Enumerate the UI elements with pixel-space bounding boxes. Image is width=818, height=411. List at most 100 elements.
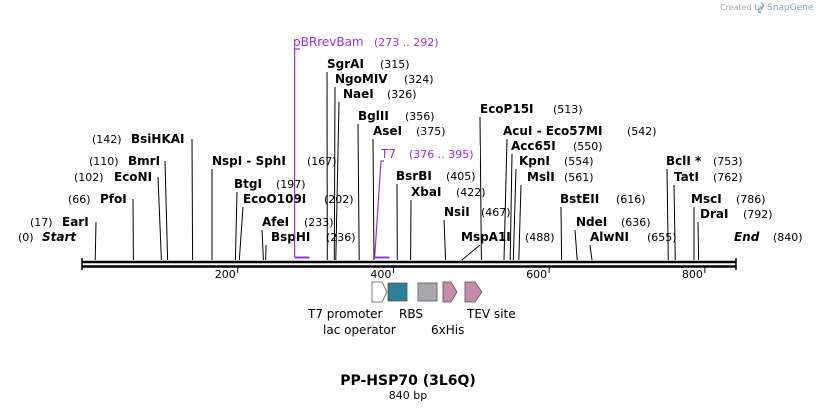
enzyme-eari[interactable]: EarI (17) [30,215,89,229]
end-position: (840) [773,231,803,244]
primer-pbrrevbam-leader [294,48,300,257]
enzyme-ndei[interactable]: NdeI (636) [576,215,651,229]
feature-lac-operator[interactable] [387,282,408,302]
enzyme-bsihkai[interactable]: BsiHKAI (142) [92,132,185,146]
enzyme-name-pfoi: PfoI [100,192,127,206]
feature-6xhis[interactable] [442,281,458,303]
enzyme-name-bcli: BclI * [666,154,702,168]
feature-label-tev-site: TEV site [466,307,516,321]
enzyme-position-sgrai: (315) [380,58,410,71]
enzyme-bsphi[interactable]: BspHI (236) [271,230,356,244]
enzyme-drai[interactable]: DraI (792) [700,207,773,221]
tev-site-arrow-icon [464,281,483,303]
enzyme-econi[interactable]: EcoNI (102) [74,170,152,184]
enzyme-ecoo109i[interactable]: EcoO109I (202) [243,192,354,206]
enzyme-bsrbi[interactable]: BsrBI (405) [396,169,476,183]
enzyme-line-ngomiv [333,86,336,261]
enzyme-line-econi [157,176,162,261]
lac-operator-box-icon [387,282,408,302]
enzyme-msci[interactable]: MscI (786) [691,192,766,206]
primer-pbrrevbam-name: pBRrevBam [293,35,364,49]
primer-t7[interactable]: T7 (376 .. 395) [374,145,480,259]
enzyme-asei[interactable]: AseI (375) [373,124,446,138]
t7-promoter-arrow-icon [371,281,388,303]
enzyme-position-tati: (762) [713,171,743,184]
enzyme-tati[interactable]: TatI (762) [674,170,743,184]
enzyme-bglii[interactable]: BglII (356) [358,109,435,123]
enzyme-xbai[interactable]: XbaI (422) [411,185,486,199]
feature-tev-site[interactable] [464,281,483,303]
enzyme-naei[interactable]: NaeI (326) [343,87,417,101]
enzyme-position-bmri: (110) [89,155,119,168]
enzyme-position-kpni: (554) [564,155,594,168]
enzyme-name-ndei: NdeI [576,215,607,229]
enzyme-position-bsrbi: (405) [446,170,476,183]
enzyme-alwni[interactable]: AlwNI (655) [590,230,677,244]
enzyme-name-bsihkai: BsiHKAI [131,132,185,146]
enzyme-line-ndei [574,229,578,261]
watermark-brand: SnapGene [767,3,814,13]
enzyme-line-nsii [443,219,447,261]
enzyme-line-ecop15i [479,116,482,261]
enzyme-acui-eco57mi[interactable]: AcuI - Eco57MI (542) [503,124,657,138]
enzyme-bcli[interactable]: BclI * (753) [666,154,743,168]
enzyme-line-bsihkai [191,138,194,261]
enzyme-nspi-sphi[interactable]: NspI - SphI (167) [212,154,337,168]
enzyme-acc65i[interactable]: Acc65I (550) [511,139,603,153]
enzyme-line-bsteii [560,206,563,261]
enzyme-name-bmri: BmrI [128,154,160,168]
enzyme-name-tati: TatI [674,170,699,184]
enzyme-line-drai [697,221,700,261]
enzyme-bmri[interactable]: BmrI (110) [89,154,160,168]
enzyme-line-bcli [666,168,669,261]
feature-label-t7-promoter: T7 promoter [307,307,383,321]
feature-label-6xhis: 6xHis [431,323,464,337]
enzyme-line-acui-eco57mi [503,138,508,261]
enzyme-line-afei [261,229,264,261]
enzyme-btgi[interactable]: BtgI (197) [234,177,306,191]
enzyme-position-nsii: (467) [481,206,511,219]
feature-rbs[interactable] [417,282,438,302]
enzyme-name-msci: MscI [691,192,722,206]
end-label: End [734,230,760,244]
enzyme-position-acc65i: (550) [573,140,603,153]
enzyme-position-asei: (375) [416,125,446,138]
enzyme-line-mspa1i [461,244,481,261]
enzyme-name-nsii: NsiI [444,205,470,219]
axis-tick-label-400: 400 [370,268,391,281]
primer-pbrrevbam[interactable]: pBRrevBam (273 .. 292) [293,35,439,259]
enzyme-name-ecop15i: EcoP15I [480,102,534,116]
enzyme-pfoi[interactable]: PfoI (66) [68,192,127,206]
enzyme-position-ecoo109i: (202) [324,193,354,206]
enzyme-position-bsihkai: (142) [92,133,122,146]
enzyme-name-nspi-sphi: NspI - SphI [212,154,286,168]
enzyme-msli[interactable]: MslI (561) [527,170,594,184]
enzyme-nsii[interactable]: NsiI (467) [444,205,511,219]
enzyme-bsteii[interactable]: BstEII (616) [560,192,646,206]
enzyme-name-mspa1i: MspA1I [461,230,511,244]
enzyme-name-bsteii: BstEII [560,192,599,206]
enzyme-sgrai[interactable]: SgrAI (315) [327,57,410,71]
axis-tick-label-600: 600 [526,268,547,281]
start-position: (0) [18,231,34,244]
start-label: Start [42,230,77,244]
feature-t7-promoter[interactable] [371,281,388,303]
enzyme-name-btgi: BtgI [234,177,262,191]
feature-label-lac-operator: lac operator [323,323,396,337]
enzyme-position-afei: (233) [304,216,334,229]
enzyme-kpni[interactable]: KpnI (554) [519,154,594,168]
enzyme-position-alwni: (655) [647,231,677,244]
enzyme-name-bsrbi: BsrBI [396,169,432,183]
enzyme-name-xbai: XbaI [411,185,441,199]
enzyme-line-kpni [512,168,517,261]
primer-pbrrevbam-range: (273 .. 292) [374,36,439,49]
enzyme-name-msli: MslI [527,170,555,184]
enzyme-mspa1i[interactable]: MspA1I (488) [461,230,555,244]
enzyme-name-ecoo109i: EcoO109I [243,192,306,206]
enzyme-ecop15i[interactable]: EcoP15I (513) [480,102,583,116]
enzyme-line-btgi [234,191,238,261]
enzyme-ngomiv[interactable]: NgoMIV (324) [335,72,434,86]
enzyme-afei[interactable]: AfeI (233) [262,215,334,229]
primer-t7-label-bg [378,145,480,161]
